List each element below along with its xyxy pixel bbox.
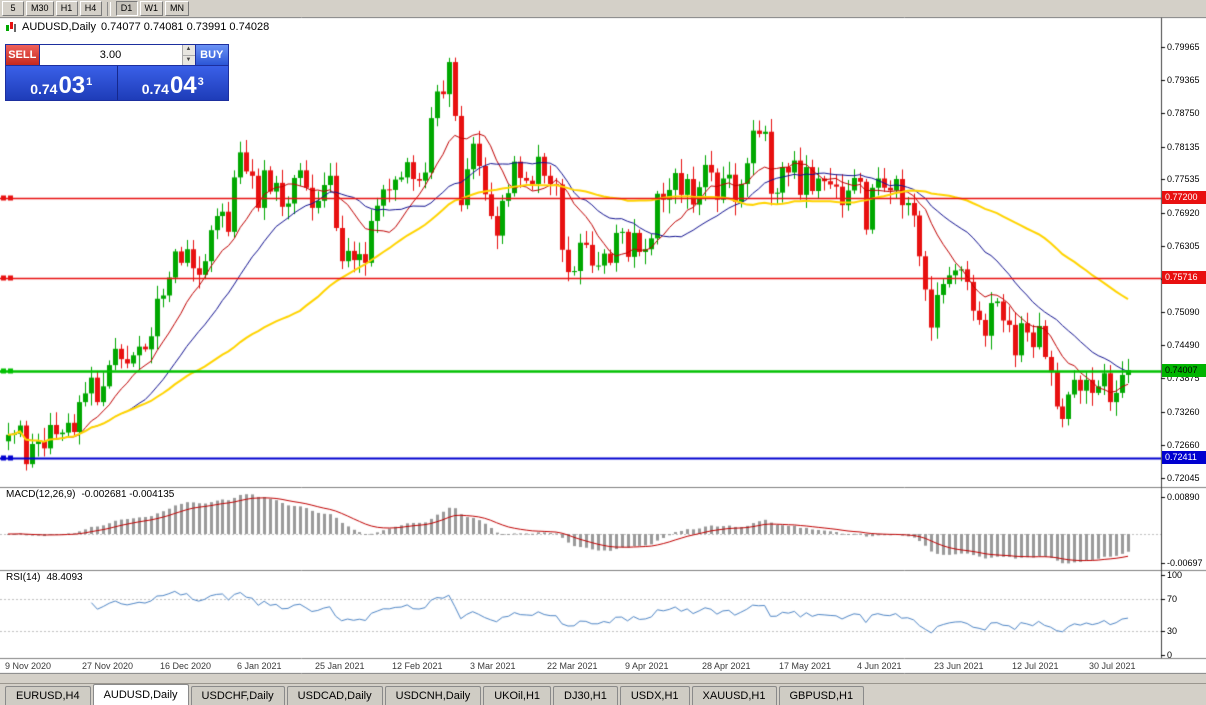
tab-audusd-daily[interactable]: AUDUSD,Daily — [92, 684, 189, 705]
tab-xauusd-h1[interactable]: XAUUSD,H1 — [691, 686, 777, 705]
buy-price-display[interactable]: 0.74 04 3 — [118, 66, 229, 100]
volume-box: ▲ ▼ — [39, 45, 195, 65]
volume-input[interactable] — [39, 45, 182, 65]
chart-icon — [6, 22, 16, 32]
tab-usdchf-daily[interactable]: USDCHF,Daily — [190, 686, 285, 705]
buy-button[interactable]: BUY — [194, 45, 228, 65]
sell-price-big: 03 — [58, 72, 86, 99]
tab-usdcnh-daily[interactable]: USDCNH,Daily — [384, 686, 482, 705]
toolbar-separator — [106, 1, 111, 16]
price-chart-canvas[interactable] — [0, 17, 1206, 674]
tab-dj30-h1[interactable]: DJ30,H1 — [553, 686, 618, 705]
sell-price-sup: 1 — [86, 76, 93, 88]
volume-up-button[interactable]: ▲ — [182, 45, 195, 56]
sell-price-base: 0.74 — [30, 81, 58, 97]
symbol-title: AUDUSD,Daily — [22, 21, 96, 33]
tab-gbpusd-h1[interactable]: GBPUSD,H1 — [778, 686, 865, 705]
sell-price-display[interactable]: 0.74 03 1 — [6, 66, 118, 100]
one-click-trading-panel: SELL ▲ ▼ BUY 0.74 03 1 0.74 04 3 — [5, 44, 229, 101]
buy-price-base: 0.74 — [141, 81, 169, 97]
timeframe-toolbar: 5 M30 H1 H4 D1 W1 MN — [0, 0, 1206, 17]
sell-button[interactable]: SELL — [6, 45, 40, 65]
tab-usdx-h1[interactable]: USDX,H1 — [619, 686, 690, 705]
chart-header: AUDUSD,Daily 0.74077 0.74081 0.73991 0.7… — [5, 21, 269, 33]
tab-ukoil-h1[interactable]: UKOil,H1 — [483, 686, 552, 705]
timeframe-5[interactable]: 5 — [2, 1, 24, 16]
buy-price-sup: 3 — [197, 76, 204, 88]
volume-spinner: ▲ ▼ — [181, 45, 195, 65]
timeframe-mn[interactable]: MN — [165, 1, 190, 16]
buy-price-big: 04 — [169, 72, 197, 99]
timeframe-h4[interactable]: H4 — [79, 1, 102, 16]
timeframe-m30[interactable]: M30 — [26, 1, 54, 16]
volume-down-button[interactable]: ▼ — [182, 55, 195, 65]
timeframe-d1[interactable]: D1 — [115, 1, 138, 16]
tab-usdcad-daily[interactable]: USDCAD,Daily — [286, 686, 383, 705]
ohlc-values: 0.74077 0.74081 0.73991 0.74028 — [100, 21, 270, 33]
timeframe-w1[interactable]: W1 — [139, 1, 164, 16]
timeframe-h1[interactable]: H1 — [55, 1, 78, 16]
tab-eurusd-h4[interactable]: EURUSD,H4 — [5, 686, 91, 705]
chart-tab-bar: EURUSD,H4 AUDUSD,Daily USDCHF,Daily USDCAD,… — [0, 683, 1206, 705]
